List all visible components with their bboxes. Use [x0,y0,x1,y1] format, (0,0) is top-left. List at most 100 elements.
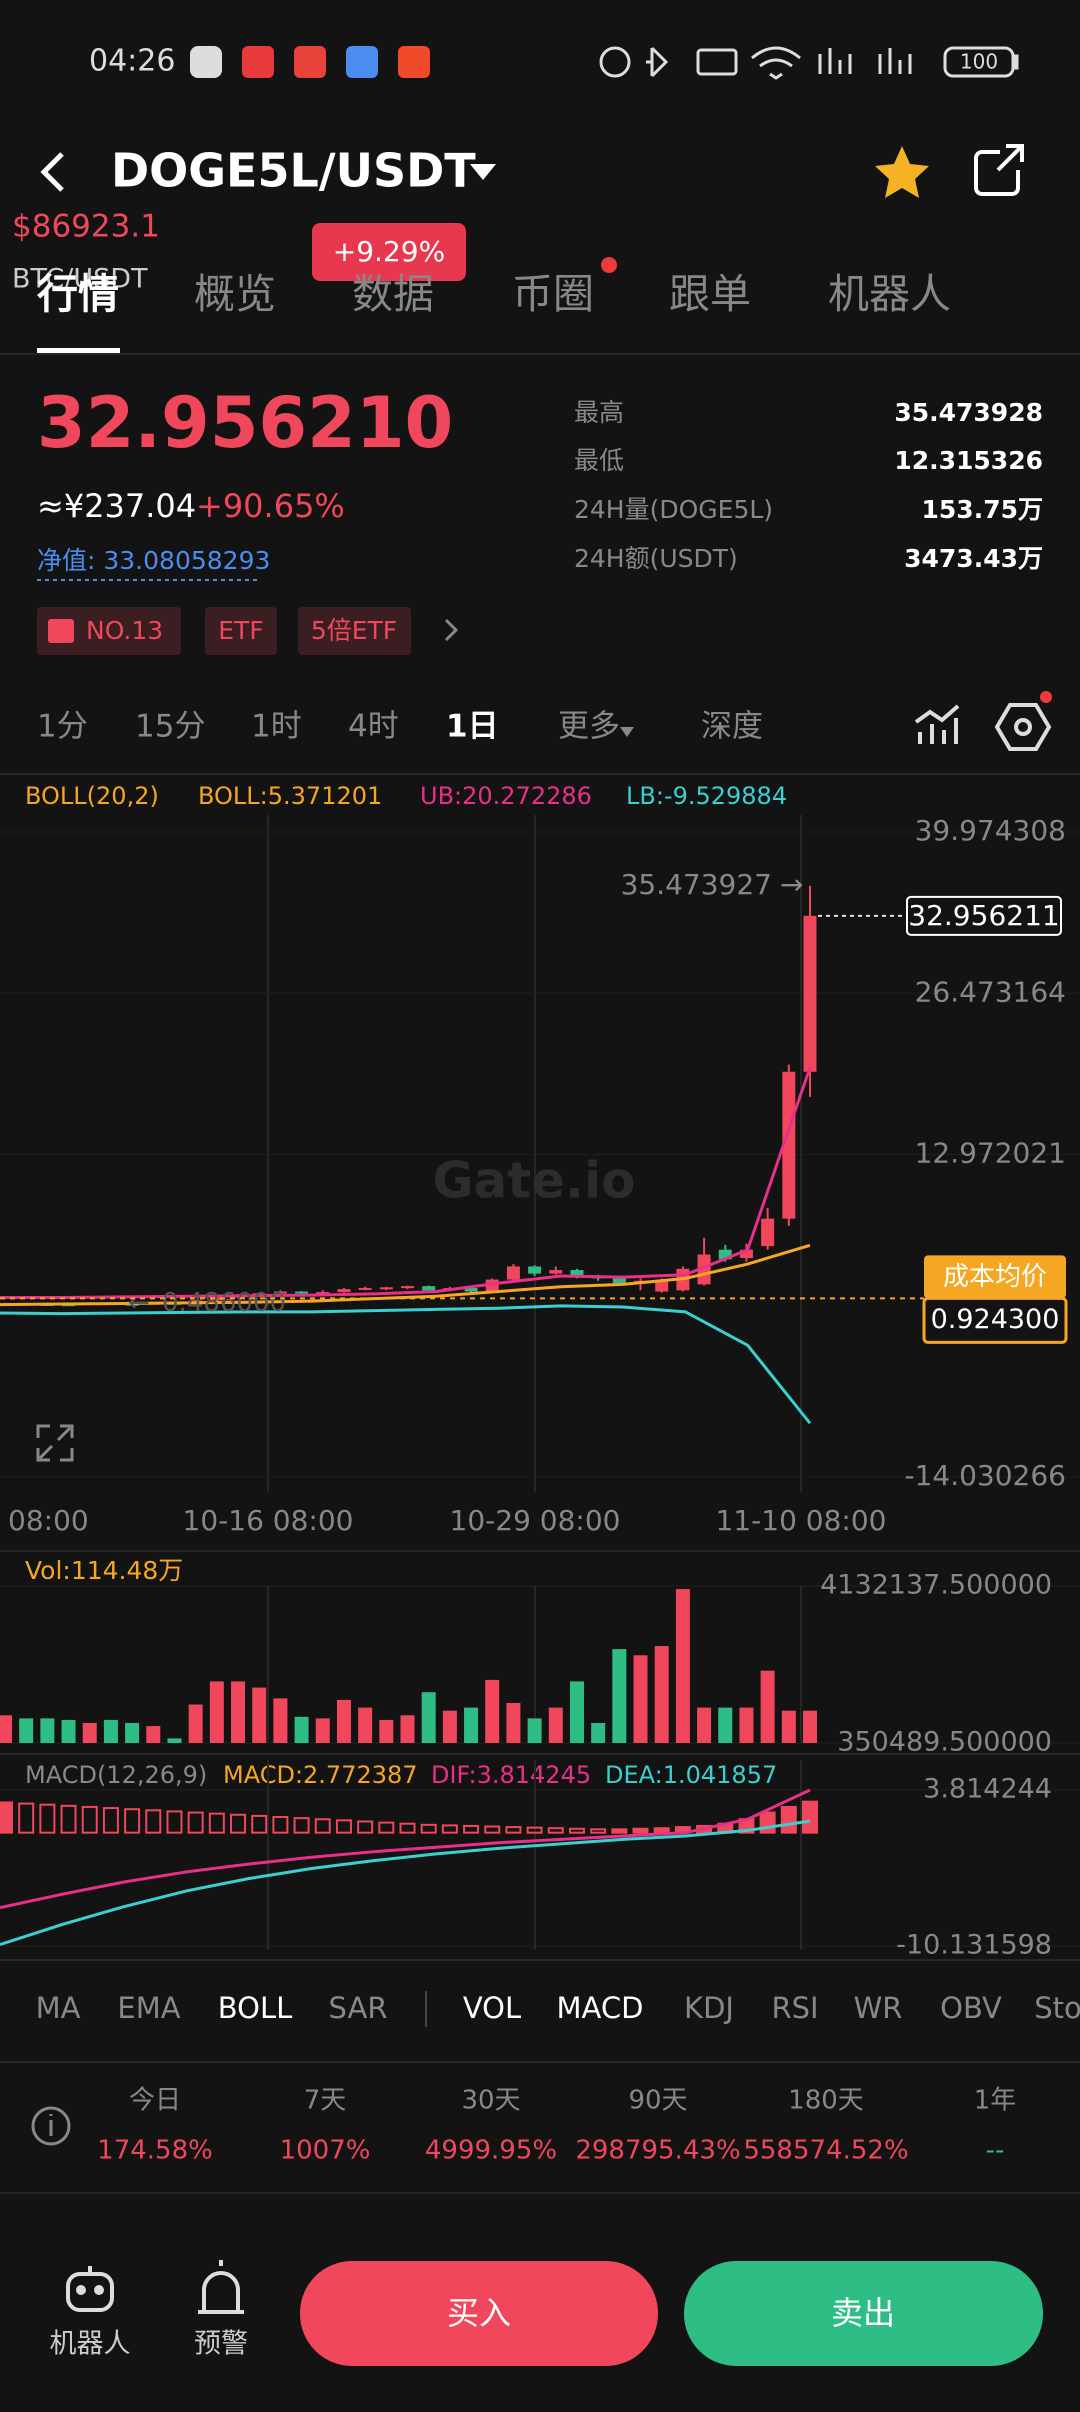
btc-price: $86923.1 [12,209,160,245]
y-tick-label: -10.131598 [896,1930,1052,1961]
indicator-settings[interactable] [914,704,960,744]
macd-bar [187,1811,204,1834]
macd-bar [81,1805,98,1834]
indicator-tab[interactable]: BOLL [218,1991,293,2025]
tab[interactable]: 币圈 [512,270,594,318]
indicator-tab[interactable]: OBV [940,1991,1002,2025]
volume-bar [103,1719,118,1743]
macd-bar [780,1805,797,1834]
tab[interactable]: 数据 [352,270,434,318]
volume-bar [167,1738,182,1743]
tag: 5倍ETF [311,616,397,645]
battery-level: 100 [960,50,998,74]
macd-bar [357,1820,374,1834]
candle-body [612,1278,626,1284]
macd-bar [611,1828,628,1834]
indicator-tab[interactable]: KDJ [684,1991,734,2025]
candle-body [210,1297,224,1301]
indicator-tab[interactable]: SAR [329,1991,388,2025]
indicator-tab[interactable]: MA [36,1991,81,2025]
candle-body [761,1218,775,1247]
volume-bar [188,1704,203,1743]
interval[interactable]: 1日 [446,709,499,745]
indicator-tab[interactable]: WR [854,1991,903,2025]
macd-bar [39,1803,56,1834]
interval[interactable]: 更多 [558,709,620,745]
tab[interactable]: 行情 [37,270,119,318]
indicator-tab[interactable]: VOL [463,1991,521,2025]
alert-label[interactable]: 预警 [194,2329,248,2360]
volume-bar [0,1715,12,1743]
interval[interactable]: 4时 [348,709,399,745]
candle-body [273,1291,287,1294]
interval[interactable]: 1分 [37,709,88,745]
robot-label[interactable]: 机器人 [50,2329,131,2360]
volume-bar [252,1687,267,1743]
candle-body [358,1287,372,1290]
volume-bar [464,1707,479,1743]
macd-bar [378,1821,395,1834]
sell-label[interactable]: 卖出 [831,2294,895,2332]
indicator-tab[interactable]: Sto [1034,1991,1080,2025]
status-icons [190,46,1019,80]
indicator-tab[interactable]: RSI [771,1991,818,2025]
tags-chevron[interactable] [444,618,459,642]
macd-bar [590,1828,607,1834]
favorite-star[interactable] [875,146,929,198]
low-arrow: ← [128,1288,150,1318]
candle-body [528,1266,542,1274]
nav-value[interactable]: 净值: 33.08058293 [37,546,270,575]
macd-legend: DIF:3.814245 [431,1761,591,1789]
change-badge [312,223,466,281]
volume-bar [61,1719,76,1743]
candle-body [697,1254,711,1285]
indicator-tab[interactable]: EMA [117,1991,180,2025]
interval[interactable]: 15分 [135,709,205,745]
stat-value: 35.473928 [894,398,1043,427]
chart-settings[interactable] [994,703,1052,751]
volume-bar [40,1718,55,1743]
volume-bar [760,1670,775,1743]
buy-label[interactable]: 买入 [447,2294,511,2332]
volume-bar [591,1722,606,1743]
volume-bar [697,1707,712,1743]
notification-dot [601,257,617,273]
info-icon[interactable] [31,2106,71,2146]
alert-icon[interactable] [198,2260,244,2314]
sell-button[interactable] [684,2261,1043,2366]
macd-bar [145,1809,162,1834]
tab[interactable]: 跟单 [669,270,751,318]
period-label: 30天 [461,2086,520,2116]
fullscreen-button[interactable] [36,1424,74,1462]
volume-bar [400,1715,415,1743]
rank-icon [48,619,74,643]
indicator-tab[interactable]: MACD [557,1991,644,2025]
macd-bar [420,1823,437,1834]
interval[interactable]: 1时 [251,709,302,745]
macd-bar [505,1826,522,1834]
tab[interactable]: 概览 [194,270,276,318]
y-tick-label: 3.814244 [923,1774,1052,1805]
macd-bar [441,1824,458,1834]
candle-body [655,1279,669,1292]
cost-label: 成本均价 [943,1262,1047,1292]
macd-bar [653,1827,670,1834]
pair-dropdown[interactable] [470,164,496,180]
tab[interactable]: 机器人 [828,270,951,318]
change-badge-text: +9.29% [333,235,445,268]
volume-bar [82,1722,97,1743]
dea-line [0,1819,811,1946]
robot-icon[interactable] [66,2266,114,2312]
candle-body [422,1286,436,1291]
y-tick-label: 350489.500000 [837,1727,1052,1758]
pair-title[interactable]: DOGE5L/USDT [111,144,476,198]
chart-settings-center [1014,718,1032,736]
macd-bar [526,1826,543,1834]
share-button[interactable] [974,144,1024,196]
candle-body [379,1287,393,1290]
back-button[interactable] [40,152,64,192]
buy-button[interactable] [300,2261,658,2366]
volume-bar [654,1646,669,1743]
interval[interactable]: 深度 [701,709,763,745]
volume-bar [506,1702,521,1743]
